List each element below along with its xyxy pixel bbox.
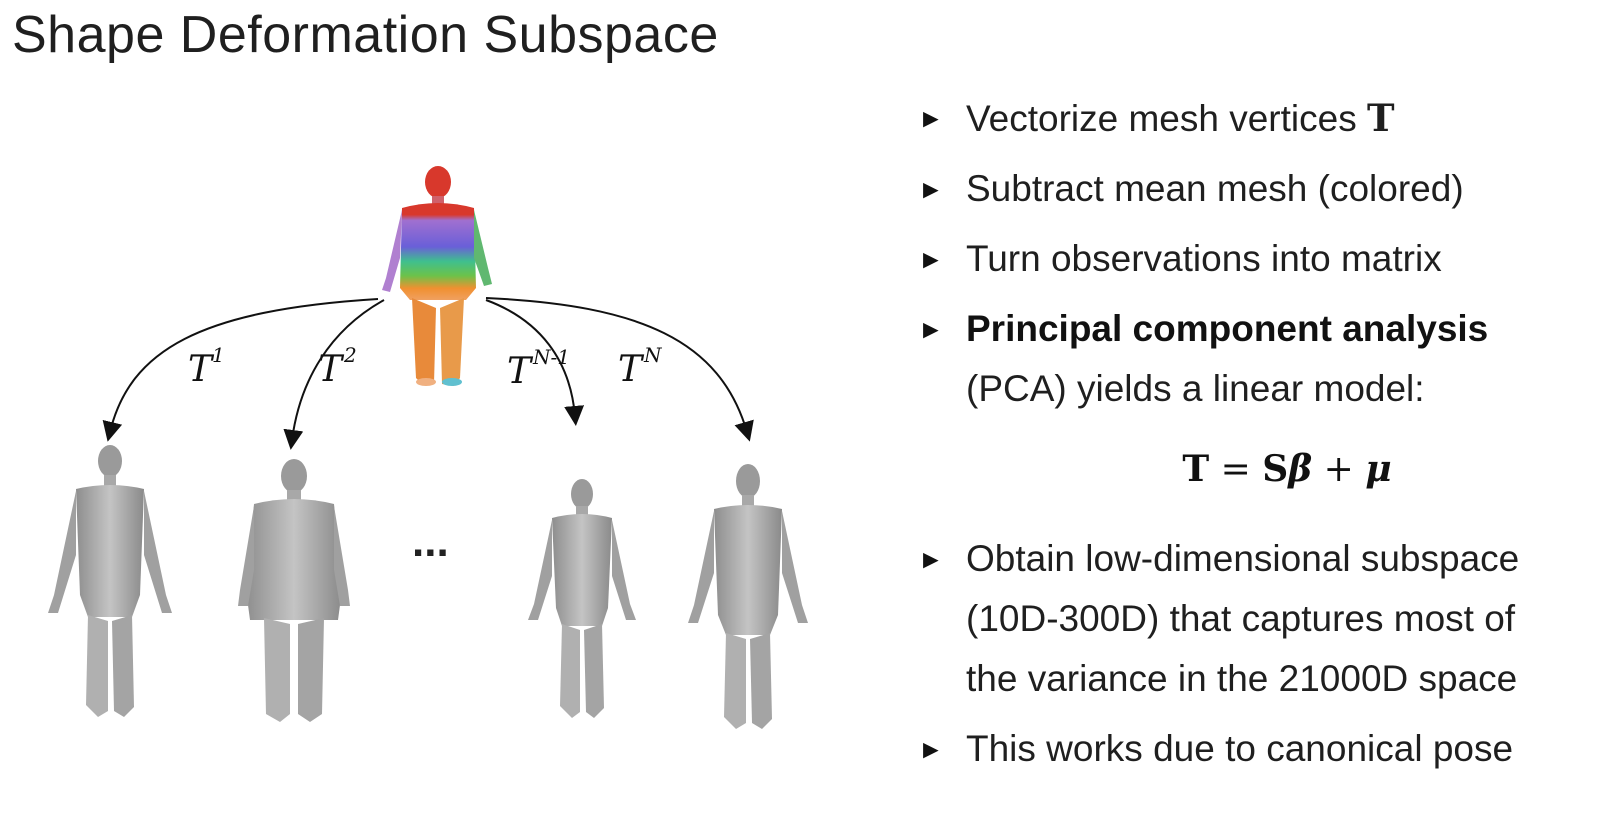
bullet-matrix: ► Turn observations into matrix <box>918 229 1608 289</box>
svg-text:N-1: N-1 <box>532 345 570 369</box>
ellipsis: ... <box>412 517 449 566</box>
svg-text:2: 2 <box>343 343 357 367</box>
body-mesh-4 <box>688 464 808 729</box>
bullet-triangle-icon: ► <box>918 103 944 133</box>
svg-text:1: 1 <box>212 343 225 367</box>
bullet-subtract-mean: ► Subtract mean mesh (colored) <box>918 159 1608 219</box>
bullet-triangle-icon: ► <box>918 544 944 574</box>
page-title: Shape Deformation Subspace <box>12 6 719 64</box>
body-mesh-2 <box>238 459 350 722</box>
bullet-triangle-icon: ► <box>918 734 944 764</box>
svg-text:T: T <box>318 349 345 390</box>
shape-deformation-figure: T 1 T 2 T N-1 T N <box>48 166 808 729</box>
mean-mesh <box>382 166 492 386</box>
label-t1: T 1 <box>188 343 225 390</box>
body-mesh-1 <box>48 445 172 717</box>
label-t2: T 2 <box>318 343 357 390</box>
svg-text:N: N <box>643 343 663 367</box>
bullet-triangle-icon: ► <box>918 244 944 274</box>
bullet-canonical-pose: ► This works due to canonical pose <box>918 719 1608 779</box>
svg-text:T: T <box>507 351 534 392</box>
bullet-subspace: ► Obtain low-dimensional subspace (10D-3… <box>918 529 1608 709</box>
label-tn: T N <box>618 343 663 390</box>
svg-text:T: T <box>618 349 645 390</box>
label-tn-1: T N-1 <box>507 345 570 392</box>
bullet-triangle-icon: ► <box>918 314 944 344</box>
bullet-pca: ► Principal component analysis (PCA) yie… <box>918 299 1608 419</box>
pca-formula: T = Sβ + μ <box>1182 448 1392 490</box>
arrow-t2 <box>283 299 385 450</box>
arrow-t1 <box>102 298 379 442</box>
deformation-arrows <box>102 297 754 450</box>
arrow-tn <box>485 297 754 442</box>
bullet-vectorize: ► Vectorize mesh vertices T <box>918 88 1608 149</box>
bullet-list: ► Vectorize mesh vertices T ► Subtract m… <box>918 88 1608 789</box>
svg-text:T: T <box>188 349 215 390</box>
bullet-triangle-icon: ► <box>918 174 944 204</box>
arrow-tn1 <box>485 299 585 426</box>
body-mesh-3 <box>528 479 636 718</box>
